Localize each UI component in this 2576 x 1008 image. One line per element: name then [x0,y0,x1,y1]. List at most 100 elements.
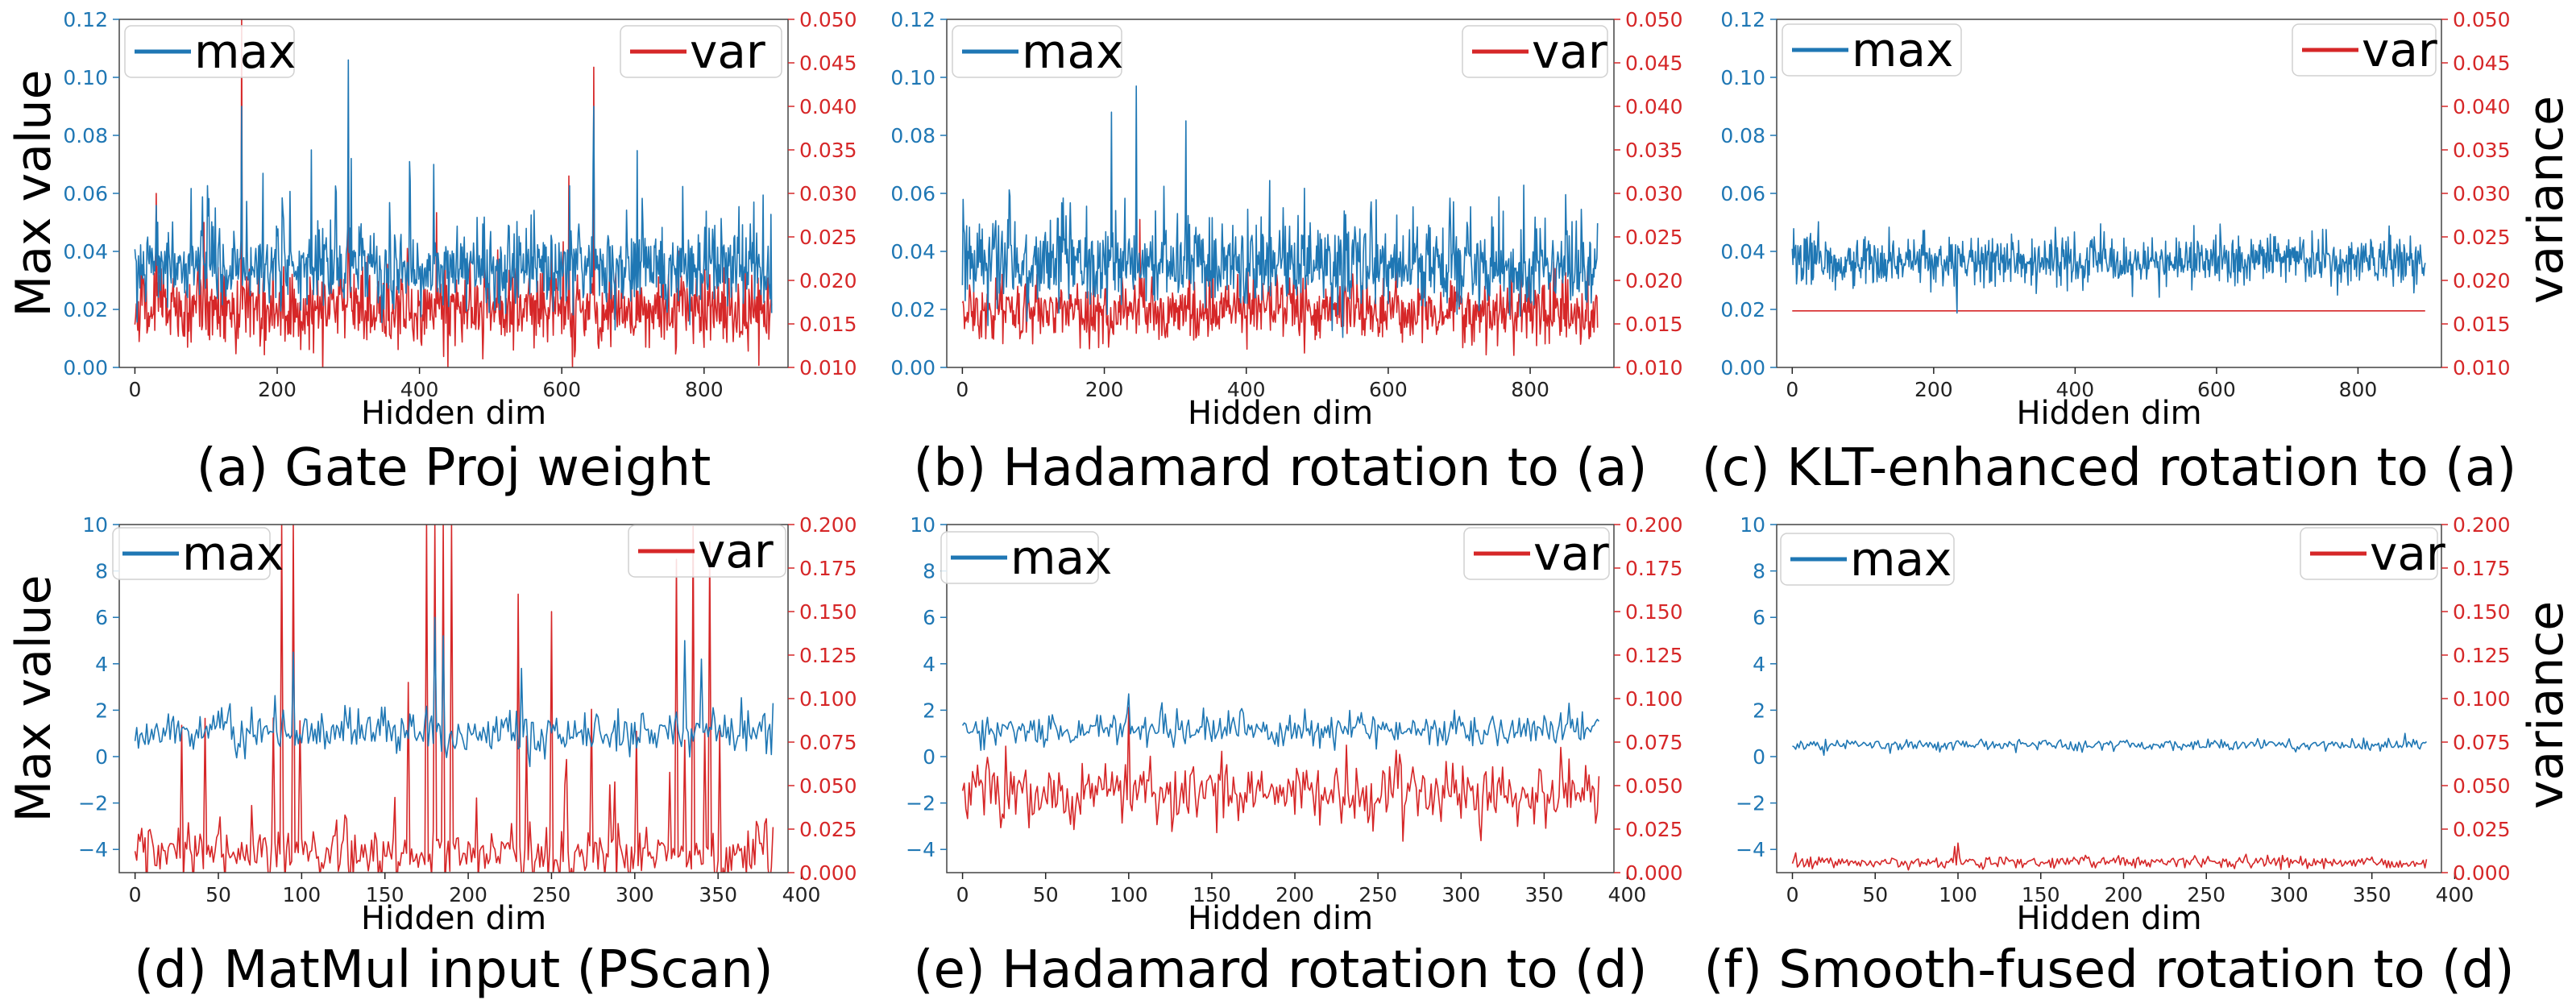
x-tick-label: 400 [2056,378,2095,401]
y-right-tick-label: 0.030 [799,182,857,205]
x-tick-label: 600 [1369,378,1408,401]
panel-caption: (f) Smooth-fused rotation to (d) [1703,940,2514,1000]
x-axis-label: Hidden dim [361,395,546,432]
y-right-tick-label: 0.000 [2453,861,2511,885]
x-tick-label: 400 [400,378,439,401]
panel-d: 0 50 100 150 200 250 300 350 400 −4 −2 0 2 4 6 8 10 0.000… [6,513,857,1000]
x-tick-label: 50 [1862,883,1888,906]
x-axis-label: Hidden dim [2016,395,2201,432]
legend-var: var [620,24,782,79]
y-right-tick-label: 0.175 [1625,557,1683,580]
series-line-max [961,693,1600,751]
panel-caption: (e) Hadamard rotation to (d) [913,940,1647,1000]
y-right-tick-label: 0.200 [799,513,857,537]
y-right-tick-label: 0.100 [2453,687,2511,711]
legend-max: max [112,526,284,581]
y-right-tick-label: 0.010 [799,356,857,380]
y-left-tick-label: −2 [78,792,108,815]
x-tick-label: 300 [1441,883,1480,906]
y-left-tick-label: 0 [1753,745,1765,769]
y-right-tick-label: 0.125 [2453,644,2511,667]
panel-e: 0 50 100 150 200 250 300 350 400 −4 −2 0 2 4 6 8 10 0.000… [906,513,1682,1000]
legend-box [1780,533,1955,586]
y-right-tick-label: 0.050 [2453,8,2511,31]
y-right-tick-label: 0.100 [799,687,857,711]
y-right-tick-label: 0.025 [1625,226,1683,249]
legend-label-var: var [698,524,774,579]
x-tick-label: 0 [956,378,969,401]
y-right-tick-label: 0.030 [2453,182,2511,205]
y-right-tick-label: 0.010 [1625,356,1683,380]
legend-label-max: max [1022,24,1123,79]
legend-var: var [2300,526,2445,581]
y-right-tick-label: 0.075 [2453,731,2511,754]
legend-box [2300,527,2438,580]
legend-label-var: var [2362,23,2437,77]
y-right-tick-label: 0.035 [2453,139,2511,162]
y-left-tick-label: 4 [95,653,108,676]
series-line-max [1791,221,2426,314]
x-tick-label: 0 [128,378,141,401]
x-tick-label: 250 [2187,883,2225,906]
y-left-tick-label: 10 [910,513,935,537]
panel-caption: (b) Hadamard rotation to (a) [914,438,1648,498]
y-left-tick-label: 8 [95,560,108,583]
y-right-tick-label: 0.035 [1625,139,1683,162]
x-tick-label: 400 [782,883,821,906]
y-left-tick-label: 0.04 [890,240,935,263]
y-left-tick-label: −4 [1736,838,1765,861]
x-tick-label: 400 [1608,883,1647,906]
y-right-tick-label: 0.045 [1625,52,1683,75]
y-left-tick-label: 0.04 [1720,240,1765,263]
y-right-tick-label: 0.050 [2453,774,2511,798]
legend-box [124,25,295,78]
y-right-tick-label: 0.015 [799,313,857,336]
x-axis-label: Hidden dim [1188,900,1373,937]
y-left-tick-label: 0.02 [1720,298,1765,321]
y-right-tick-label: 0.015 [1625,313,1683,336]
y-left-tick-label: 0.08 [890,124,935,147]
y2-axis-label: variance [2518,601,2574,809]
y-left-tick-label: 6 [95,606,108,629]
x-tick-label: 200 [449,883,487,906]
y-left-tick-label: 4 [923,653,935,676]
y-right-tick-label: 0.010 [2453,356,2511,380]
x-tick-label: 50 [1033,883,1059,906]
legend-max: max [1782,23,1962,77]
legend-label-var: var [690,24,765,79]
panel-b: 0 200 400 600 800 0.00 0.02 0.04 0.06 0.08 0.10 0.1… [890,8,1682,498]
legend-var: var [628,524,786,579]
legend-label-max: max [194,24,296,79]
x-tick-label: 200 [1085,378,1124,401]
x-axis-label: Hidden dim [361,900,546,937]
legend-box [940,531,1099,584]
x-tick-label: 300 [616,883,654,906]
y-right-tick-label: 0.075 [799,731,857,754]
x-tick-label: 250 [533,883,571,906]
y-right-tick-label: 0.150 [1625,600,1683,624]
series-line-max [961,85,1599,338]
y-left-tick-label: 8 [923,560,935,583]
legend-box [1463,527,1610,580]
y-axis-label: Max value [6,69,62,317]
legend-label-max: max [182,526,284,581]
y-left-tick-label: 2 [923,699,935,722]
y-left-tick-label: −2 [1736,792,1765,815]
y-right-tick-label: 0.025 [2453,818,2511,841]
legend-label-var: var [1533,526,1609,581]
x-tick-label: 800 [685,378,724,401]
legend-box [2292,23,2437,77]
y-right-tick-label: 0.075 [1625,731,1683,754]
panel-f: 0 50 100 150 200 250 300 350 400 −4 −2 0 2 4 6 8 10 0.000… [1703,513,2574,1000]
x-tick-label: 200 [258,378,297,401]
legend-label-var: var [2370,526,2445,581]
y-right-tick-label: 0.050 [1625,8,1683,31]
y-left-tick-label: 10 [82,513,108,537]
y-right-tick-label: 0.200 [2453,513,2511,537]
x-tick-label: 0 [1786,378,1798,401]
y-right-tick-label: 0.025 [1625,818,1683,841]
y-right-tick-label: 0.150 [799,600,857,624]
y-right-tick-label: 0.150 [2453,600,2511,624]
x-tick-label: 600 [542,378,581,401]
